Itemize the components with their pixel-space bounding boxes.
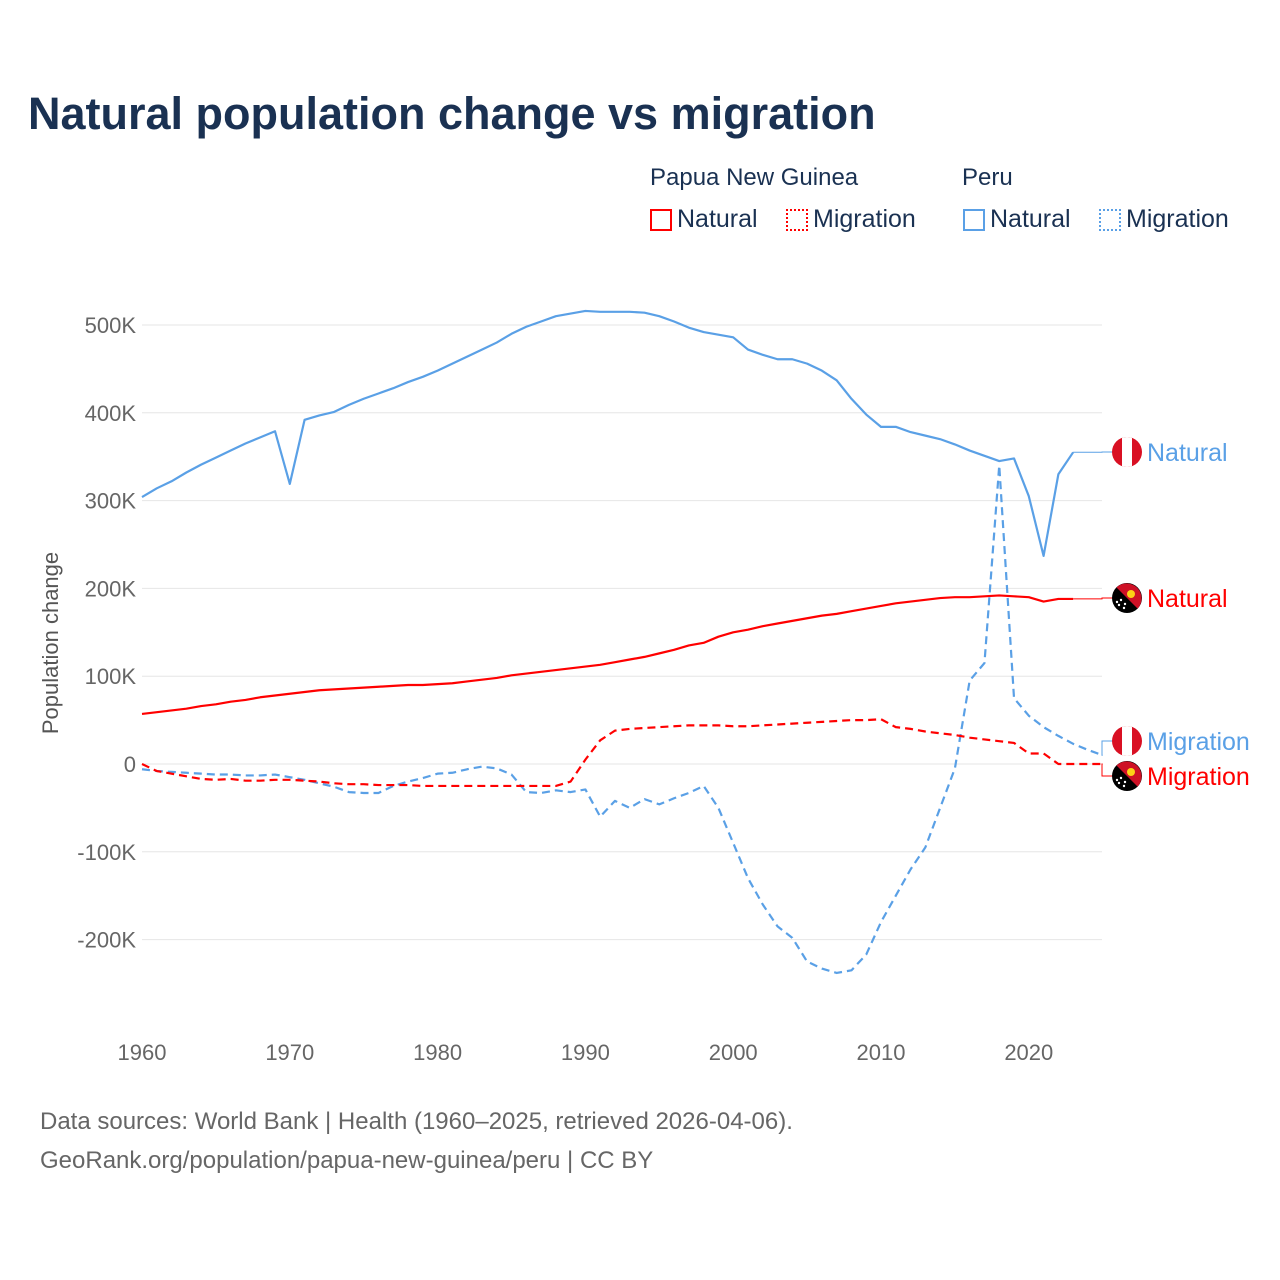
legend-png-natural[interactable]: Natural bbox=[650, 205, 758, 234]
x-tick-label: 1970 bbox=[265, 1040, 314, 1065]
flag-bird bbox=[1127, 768, 1135, 776]
label-connector bbox=[1101, 740, 1113, 756]
flag-star bbox=[1122, 784, 1126, 788]
x-tick-label: 2000 bbox=[709, 1040, 758, 1065]
legend-peru-natural[interactable]: Natural bbox=[963, 205, 1071, 234]
flag-star bbox=[1115, 600, 1119, 604]
end-label: Natural bbox=[1147, 585, 1228, 613]
flag-white bbox=[1122, 726, 1132, 756]
peru-flag-icon bbox=[1112, 726, 1142, 756]
end-label: Migration bbox=[1147, 728, 1250, 756]
legend-swatch bbox=[786, 208, 808, 231]
legend-swatch bbox=[963, 208, 985, 231]
flag-star bbox=[1115, 778, 1119, 782]
legend-swatch bbox=[1099, 208, 1121, 231]
legend-group-peru: Peru bbox=[962, 164, 1013, 191]
flag-star bbox=[1119, 776, 1123, 780]
footer-sources: Data sources: World Bank | Health (1960–… bbox=[40, 1108, 793, 1135]
flag-white bbox=[1122, 437, 1132, 467]
x-tick-label: 2020 bbox=[1004, 1040, 1053, 1065]
end-label: Migration bbox=[1147, 763, 1250, 791]
x-tick-label: 1960 bbox=[118, 1040, 167, 1065]
series-line-png-natural bbox=[141, 594, 1074, 716]
peru-flag-icon bbox=[1112, 437, 1142, 467]
y-tick-label: -200K bbox=[77, 928, 136, 953]
label-connector bbox=[1101, 763, 1113, 777]
x-tick-label: 1990 bbox=[561, 1040, 610, 1065]
legend-peru-migration[interactable]: Migration bbox=[1099, 205, 1229, 234]
legend-label: Migration bbox=[1126, 205, 1229, 233]
y-tick-label: 200K bbox=[85, 576, 137, 601]
y-tick-label: 500K bbox=[85, 313, 137, 338]
legend-swatch bbox=[650, 208, 672, 231]
flag-bird bbox=[1127, 590, 1135, 598]
flag-star bbox=[1122, 606, 1126, 610]
x-tick-label: 2010 bbox=[857, 1040, 906, 1065]
flag-star bbox=[1117, 781, 1121, 785]
legend-label: Migration bbox=[813, 205, 916, 233]
y-tick-label: 400K bbox=[85, 401, 137, 426]
legend-png-migration[interactable]: Migration bbox=[786, 205, 916, 234]
flag-star bbox=[1123, 602, 1127, 606]
series-line-peru-natural bbox=[141, 309, 1075, 558]
flag-star bbox=[1117, 603, 1121, 607]
legend-label: Natural bbox=[990, 205, 1071, 233]
series-line-peru-migration bbox=[141, 464, 1104, 975]
y-tick-label: -100K bbox=[77, 840, 136, 865]
x-tick-label: 1980 bbox=[413, 1040, 462, 1065]
end-label: Natural bbox=[1147, 439, 1228, 467]
y-tick-label: 300K bbox=[85, 489, 137, 514]
flag-star bbox=[1119, 598, 1123, 602]
series-line-png-migration bbox=[141, 718, 1103, 788]
y-tick-label: 0 bbox=[124, 752, 136, 777]
footer-link[interactable]: GeoRank.org/population/papua-new-guinea/… bbox=[40, 1147, 654, 1174]
legend-label: Natural bbox=[677, 205, 758, 233]
chart-title: Natural population change vs migration bbox=[28, 88, 876, 139]
flag-star bbox=[1123, 780, 1127, 784]
png-flag-icon bbox=[1112, 761, 1142, 791]
label-connector bbox=[1073, 597, 1113, 600]
png-flag-icon bbox=[1112, 583, 1142, 613]
y-tick-label: 100K bbox=[85, 664, 137, 689]
legend-group-png: Papua New Guinea bbox=[650, 164, 859, 191]
